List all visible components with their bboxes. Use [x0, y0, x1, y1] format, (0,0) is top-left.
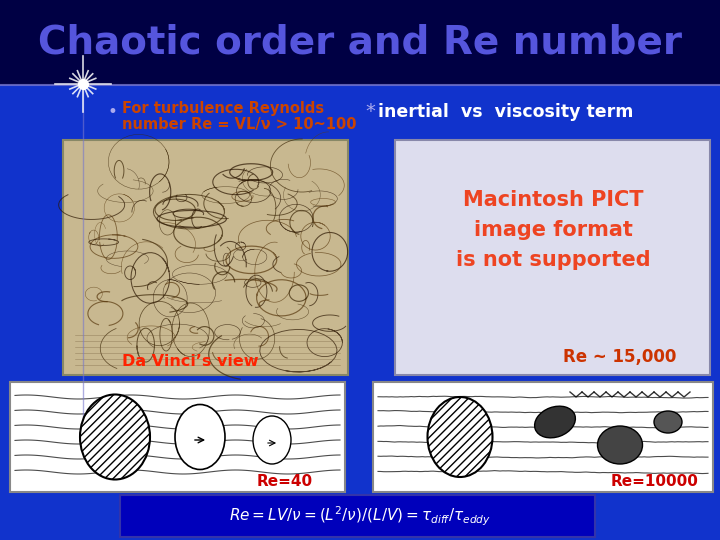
- Text: $Re = LV/\nu = (L^2/\nu)/(L/V) = \tau_{diff}/\tau_{eddy}$: $Re = LV/\nu = (L^2/\nu)/(L/V) = \tau_{d…: [229, 504, 491, 528]
- Bar: [120, 495, 595, 537]
- Text: Chaotic order and Re number: Chaotic order and Re number: [38, 24, 682, 62]
- Text: Re ~ 15,000: Re ~ 15,000: [563, 348, 677, 366]
- Text: number Re = VL/ν > 10~100: number Re = VL/ν > 10~100: [122, 117, 356, 132]
- Bar: [63, 140, 348, 375]
- Text: Re=40: Re=40: [257, 475, 313, 489]
- Ellipse shape: [428, 397, 492, 477]
- Bar: [0, 85, 720, 540]
- Bar: [10, 382, 345, 492]
- Bar: [0, 0, 720, 85]
- Text: •: •: [108, 103, 118, 121]
- Text: Da Vinci’s view: Da Vinci’s view: [122, 354, 258, 369]
- Ellipse shape: [253, 416, 291, 464]
- Text: inertial  vs  viscosity term: inertial vs viscosity term: [378, 103, 634, 121]
- Text: For turbulence Reynolds: For turbulence Reynolds: [122, 100, 324, 116]
- Ellipse shape: [80, 395, 150, 480]
- Ellipse shape: [654, 411, 682, 433]
- Ellipse shape: [598, 426, 642, 464]
- Bar: [395, 140, 710, 375]
- Text: Re=10000: Re=10000: [611, 475, 699, 489]
- Ellipse shape: [175, 404, 225, 469]
- Ellipse shape: [535, 406, 575, 438]
- Text: *: *: [365, 103, 375, 122]
- Text: Macintosh PICT
image format
is not supported: Macintosh PICT image format is not suppo…: [456, 191, 650, 269]
- Bar: [373, 382, 713, 492]
